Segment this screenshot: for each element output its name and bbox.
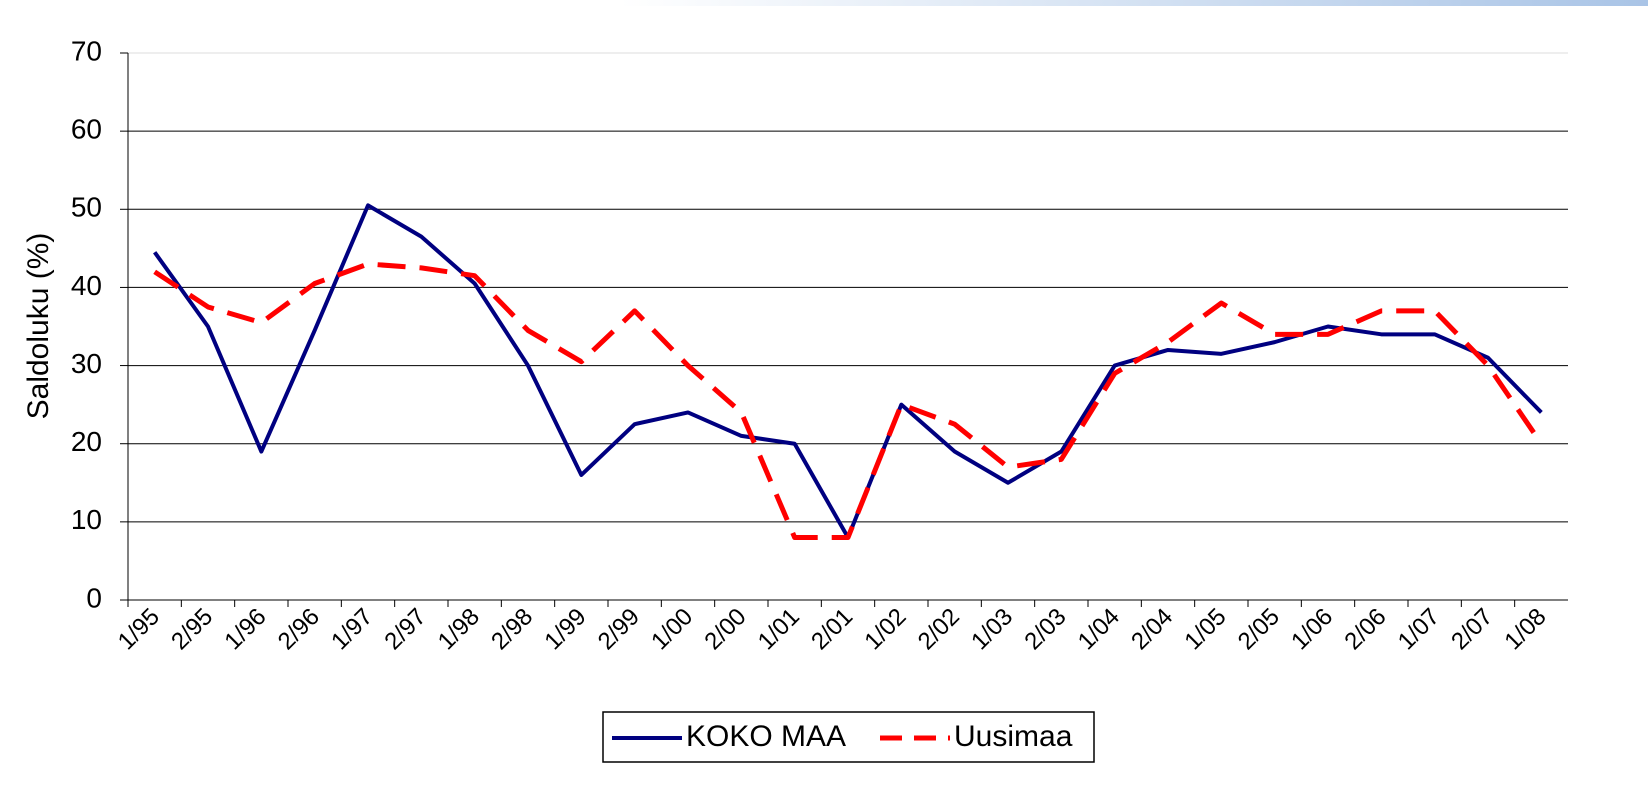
x-tick-label: 1/01 [753, 603, 805, 655]
legend-label: Uusimaa [954, 720, 1073, 753]
x-tick-label: 1/96 [219, 603, 271, 655]
y-tick-label: 70 [71, 35, 102, 66]
x-tick-label: 2/05 [1233, 603, 1285, 655]
x-tick-label: 1/04 [1073, 603, 1125, 655]
x-tick-label: 1/07 [1393, 603, 1445, 655]
x-tick-label: 2/95 [166, 603, 218, 655]
y-tick-label: 10 [71, 504, 102, 535]
y-tick-label: 30 [71, 348, 102, 379]
y-tick-label: 40 [71, 270, 102, 301]
y-tick-label: 50 [71, 192, 102, 223]
x-tick-label: 2/01 [806, 603, 858, 655]
x-tick-label: 2/00 [699, 603, 751, 655]
series-line [153, 203, 1543, 540]
x-tick-label: 2/03 [1019, 603, 1071, 655]
x-tick-label: 1/98 [433, 603, 485, 655]
y-tick-label: 0 [86, 582, 102, 613]
x-tick-label: 1/97 [326, 603, 378, 655]
x-tick-label: 1/99 [539, 603, 591, 655]
x-tick-label: 2/02 [913, 603, 965, 655]
y-tick-label: 20 [71, 426, 102, 457]
x-tick-label: 1/00 [646, 603, 698, 655]
x-tick-label: 2/96 [273, 603, 325, 655]
x-tick-label: 1/02 [859, 603, 911, 655]
x-tick-label: 2/06 [1339, 603, 1391, 655]
series-line [153, 261, 1544, 540]
y-tick-label: 60 [71, 114, 102, 145]
x-tick-label: 2/98 [486, 603, 538, 655]
x-tick-label: 1/05 [1179, 603, 1231, 655]
x-tick-label: 1/03 [966, 603, 1018, 655]
x-tick-label: 2/07 [1446, 603, 1498, 655]
x-tick-label: 1/95 [113, 603, 165, 655]
decor-strip [620, 0, 1648, 6]
x-tick-label: 2/04 [1126, 603, 1178, 655]
legend-box [602, 711, 1095, 763]
x-tick-label: 2/99 [593, 603, 645, 655]
x-tick-label: 2/97 [379, 603, 431, 655]
legend-label: KOKO MAA [686, 720, 846, 753]
x-tick-label: 1/06 [1286, 603, 1338, 655]
y-axis-label: Saldoluku (%) [22, 233, 55, 420]
x-tick-label: 1/08 [1499, 603, 1551, 655]
